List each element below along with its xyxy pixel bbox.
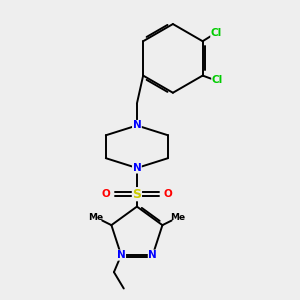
Text: O: O xyxy=(164,189,172,199)
Text: Me: Me xyxy=(88,213,103,222)
Text: S: S xyxy=(132,188,141,201)
Text: Cl: Cl xyxy=(211,28,222,38)
Text: Me: Me xyxy=(171,213,186,222)
Text: N: N xyxy=(117,250,125,260)
Text: N: N xyxy=(148,250,157,260)
Text: O: O xyxy=(101,189,110,199)
Text: N: N xyxy=(133,121,141,130)
Text: N: N xyxy=(133,163,141,173)
Text: Cl: Cl xyxy=(212,76,223,85)
